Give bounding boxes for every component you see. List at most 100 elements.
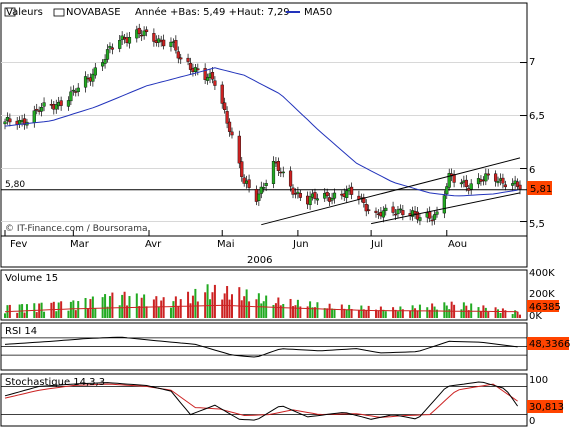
- candle-body: [137, 27, 141, 35]
- candle-body: [308, 196, 312, 206]
- volume-bar: [392, 307, 395, 318]
- volume-bar: [479, 311, 482, 318]
- candle-body: [127, 37, 132, 44]
- volume-bar: [399, 306, 402, 318]
- volume-bar: [331, 308, 334, 318]
- volume-bar: [470, 303, 473, 318]
- volume-bar: [138, 306, 141, 318]
- month-label-fev: Fev: [10, 239, 27, 250]
- volume-bar: [257, 293, 260, 318]
- volume-bar: [35, 312, 38, 318]
- candle-body: [381, 210, 385, 218]
- volume-bar: [77, 301, 80, 318]
- volume-bar: [377, 310, 380, 318]
- candle-body: [345, 190, 349, 198]
- candle-body: [186, 57, 190, 62]
- candle-body: [225, 111, 229, 124]
- ma50-line: [4, 67, 518, 197]
- candle-body: [349, 186, 354, 195]
- volume-bar: [462, 302, 465, 318]
- volume-bar: [443, 302, 446, 318]
- volume-bar: [396, 311, 399, 318]
- volume-bar: [226, 286, 229, 318]
- volume-bar: [504, 310, 507, 318]
- candle-body: [169, 41, 173, 47]
- candle-body: [91, 73, 95, 82]
- volume-bar: [174, 296, 177, 318]
- volume-bar: [69, 301, 72, 318]
- volume-bar: [326, 308, 329, 318]
- volume-bar: [516, 311, 519, 318]
- candle-body: [384, 207, 388, 211]
- volume-bar: [487, 311, 490, 318]
- month-label-mai: Mai: [217, 239, 235, 250]
- stoch-title: Stochastique 14,3,3: [5, 377, 105, 388]
- candle-body: [40, 107, 44, 112]
- candle-body: [152, 33, 156, 42]
- rsi-last-value: 48,3366: [529, 339, 570, 350]
- candle-body: [108, 45, 112, 49]
- candle-body: [503, 184, 507, 188]
- month-label-jun: Jun: [292, 239, 309, 250]
- candle-body: [325, 192, 329, 197]
- volume-bar: [209, 299, 212, 318]
- overlay-layer: [4, 67, 521, 421]
- candle-body: [391, 206, 395, 213]
- volume-bar: [445, 305, 448, 318]
- volume-bar: [282, 303, 285, 318]
- candle-body: [205, 77, 210, 81]
- volume-bar: [499, 313, 502, 318]
- last-price-badge: [527, 181, 552, 195]
- candle-body: [428, 211, 432, 219]
- stoch-tick-0: 0: [529, 416, 535, 427]
- volume-bar: [16, 312, 19, 318]
- volume-bar: [169, 307, 172, 318]
- candle-body: [298, 193, 302, 198]
- volume-bar: [121, 294, 124, 318]
- volume-tick-0k: 0K: [529, 311, 542, 322]
- volume-bar: [106, 306, 109, 318]
- month-label-avr: Avr: [145, 239, 162, 250]
- source-credit: © IT-Finance.com / Boursorama: [5, 224, 147, 234]
- candle-body: [118, 40, 122, 49]
- volume-bar: [194, 288, 197, 318]
- candle-body: [442, 195, 446, 214]
- volume-bar: [436, 309, 439, 318]
- volume-bar: [157, 306, 160, 318]
- volume-bar: [162, 297, 165, 318]
- volume-bar: [274, 303, 277, 318]
- candle-body: [435, 211, 439, 215]
- trend-line-0: [261, 157, 521, 226]
- candle-body: [8, 118, 12, 123]
- volume-bar: [108, 296, 111, 318]
- candle-body: [42, 102, 46, 107]
- volume-bar: [160, 300, 163, 318]
- candle-body: [401, 210, 405, 216]
- candle-body: [467, 188, 471, 191]
- candle-body: [393, 213, 398, 216]
- y-tick-5-5: 5,5: [529, 219, 545, 230]
- volume-bar: [104, 294, 107, 318]
- candle-body: [374, 210, 378, 213]
- volume-bar: [179, 299, 182, 318]
- candle-body: [501, 177, 505, 184]
- volume-bar: [126, 305, 129, 318]
- candle-body: [464, 179, 468, 188]
- volume-bar: [345, 309, 348, 318]
- volume-bar: [313, 307, 316, 318]
- volume-bar: [426, 307, 429, 318]
- month-label-aou: Aou: [448, 239, 467, 250]
- candle-body: [281, 171, 285, 174]
- candle-body: [432, 214, 437, 220]
- candle-body: [459, 182, 464, 185]
- candle-body: [203, 68, 207, 80]
- rsi-last-badge: [527, 337, 569, 350]
- volume-bar: [189, 303, 192, 318]
- volume-bar: [367, 305, 370, 318]
- volume-bar: [123, 291, 126, 318]
- volume-bar: [511, 314, 514, 318]
- candle-body: [71, 89, 75, 92]
- volume-bar: [248, 301, 251, 318]
- candle-body: [237, 135, 241, 164]
- candle-body: [296, 191, 300, 194]
